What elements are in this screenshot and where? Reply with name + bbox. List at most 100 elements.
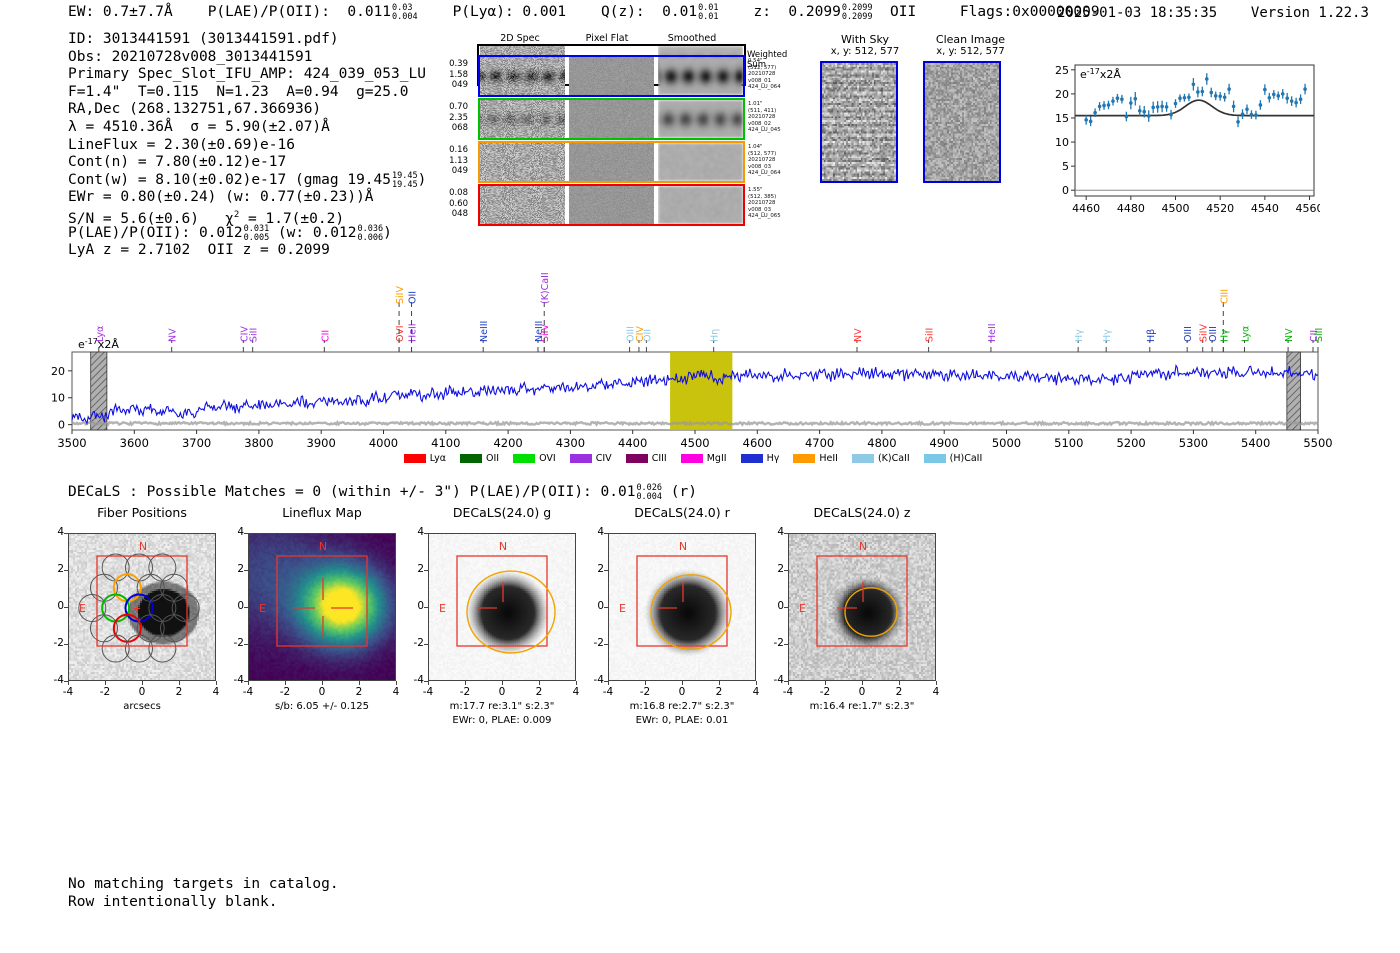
svg-text:3700: 3700 bbox=[182, 436, 211, 450]
panel-1-ytickmark-4 bbox=[244, 681, 248, 682]
fiber-4-meta-3: v008_03 bbox=[748, 206, 772, 213]
fiber-1-meta-2: 20210728 bbox=[748, 71, 776, 78]
legend-swatch-OII bbox=[460, 454, 483, 463]
version: Version 1.22.3 bbox=[1250, 5, 1369, 21]
cleanimage-image-frame bbox=[923, 61, 1001, 183]
panel-2-xtickmark-2 bbox=[502, 681, 503, 685]
withsky-subtitle: x, y: 512, 577 bbox=[830, 46, 900, 57]
info-plae-close: ) bbox=[383, 224, 392, 241]
full-spectrum-panel: 0 10 20 3500 3600 3700 3800 3900 4000 4100 4200 430… bbox=[0, 265, 1400, 475]
fiber-row-1 bbox=[478, 55, 745, 97]
fiber-row-2 bbox=[478, 98, 745, 140]
withsky-image bbox=[822, 63, 896, 181]
fiber-1-left-1: 1.58 bbox=[449, 69, 468, 80]
panel-3-xtick-3: 2 bbox=[715, 686, 723, 698]
cutout-xlabel-4: m:16.4 re:1.7" s:2.3" bbox=[809, 701, 915, 712]
legend-item-(H)CaII: (H)CaII bbox=[923, 453, 982, 464]
svg-text:4460: 4460 bbox=[1072, 202, 1100, 215]
panel-0-ytickmark-3 bbox=[64, 644, 68, 645]
svg-text:Hγ: Hγ bbox=[1219, 329, 1230, 342]
panel-3-xtickmark-3 bbox=[719, 681, 720, 685]
svg-text:SiIV: SiIV bbox=[540, 324, 551, 342]
svg-text:10: 10 bbox=[51, 392, 65, 405]
svg-text:N: N bbox=[319, 540, 327, 553]
bottom-note-line2: Row intentionally blank. bbox=[68, 894, 278, 910]
cutout-xlabel-0: arcsecs bbox=[123, 701, 161, 712]
panel-4-ytick-3: -2 bbox=[773, 637, 784, 649]
panel-3-xtickmark-0 bbox=[608, 681, 609, 685]
info-chi2-exponent: 2 bbox=[233, 209, 240, 220]
panel-0-ytickmark-2 bbox=[64, 607, 68, 608]
spectrum-legend: Lyα OII OVI CIV CIII MgII Hγ HeII (K)CaII (H)CaII bbox=[0, 448, 1400, 467]
fiber-1-left-2: 049 bbox=[451, 80, 468, 90]
info-seeing: F=1.4" T=0.115 N=1.23 A=0.94 g=25.0 bbox=[68, 83, 409, 100]
panel-1-xtickmark-3 bbox=[359, 681, 360, 685]
cutout-caption-2: EWr: 0, PLAE: 0.009 bbox=[452, 715, 552, 726]
header-plya: P(Lyα): 0.001 bbox=[452, 4, 567, 20]
panel-1-ytick-4: -4 bbox=[233, 674, 244, 686]
decals-plae-hi: 0.026 bbox=[636, 483, 663, 494]
svg-text:4480: 4480 bbox=[1117, 202, 1145, 215]
panel-4-xtick-4: 4 bbox=[932, 686, 940, 698]
legend-label-Lyα: Lyα bbox=[429, 453, 447, 464]
panel-2-ytick-4: -4 bbox=[413, 674, 424, 686]
info-sn-chi2: S/N = 5.6(±0.6) χ2 = 1.7(±0.2) bbox=[68, 207, 426, 227]
fiber-4-right-labels: 1.55" (512, 385) 20210728 v008_03 424_LU_065 bbox=[748, 187, 796, 220]
fiber-1-2dspec bbox=[480, 57, 565, 95]
panel-3-xtick-2: 0 bbox=[678, 686, 686, 698]
info-cont-w: Cont(w) = 8.10(±0.02)e-17 (gmag 19.4519.… bbox=[68, 172, 426, 190]
fiber-2-left-1: 2.35 bbox=[449, 112, 468, 123]
panel-4-xtickmark-4 bbox=[936, 681, 937, 685]
fiber-1-meta-3: v008_01 bbox=[748, 77, 772, 84]
header-qz-label: Q(z): bbox=[601, 4, 645, 20]
svg-text:0: 0 bbox=[58, 419, 65, 432]
svg-text:CII: CII bbox=[320, 330, 331, 342]
svg-text:OII: OII bbox=[408, 291, 419, 304]
cutout-panel-0[interactable]: N E + bbox=[68, 533, 216, 681]
panel-4-ytick-1: 2 bbox=[777, 563, 784, 575]
svg-text:20: 20 bbox=[51, 365, 65, 378]
svg-text:Lyα: Lyα bbox=[95, 326, 106, 342]
panel-3-xtick-4: 4 bbox=[752, 686, 760, 698]
timestamp: 2025-01-03 18:35:35 bbox=[1057, 5, 1218, 21]
fiber-row-4 bbox=[478, 184, 745, 226]
fiber-2-meta-1: (511, 411) bbox=[748, 107, 777, 114]
svg-text:5200: 5200 bbox=[1116, 436, 1145, 450]
svg-text:(K)CaII: (K)CaII bbox=[540, 272, 551, 304]
panel-1-ytickmark-1 bbox=[244, 570, 248, 571]
svg-text:4520: 4520 bbox=[1206, 202, 1234, 215]
svg-text:5100: 5100 bbox=[1054, 436, 1083, 450]
svg-text:CIII: CIII bbox=[1219, 289, 1230, 304]
svg-text:4000: 4000 bbox=[369, 436, 398, 450]
info-redshifts: LyA z = 2.7102 OII z = 0.2099 bbox=[68, 242, 330, 259]
svg-text:OVI: OVI bbox=[395, 325, 406, 342]
panel-2-ytick-1: 2 bbox=[417, 563, 424, 575]
legend-label-Hγ: Hγ bbox=[766, 453, 780, 464]
decals-image-4 bbox=[789, 534, 935, 680]
panel-4-ytickmark-3 bbox=[784, 644, 788, 645]
withsky-title: With Sky bbox=[841, 33, 889, 46]
fiber-2-meta-4: 424_LU_045 bbox=[748, 127, 781, 134]
panel-0-xtick-0: -4 bbox=[62, 686, 74, 698]
header-qz-value: 0.01 bbox=[662, 4, 698, 20]
svg-text:OIII: OIII bbox=[1183, 326, 1194, 342]
svg-text:HeII: HeII bbox=[408, 323, 419, 342]
fiber-2-2dspec bbox=[480, 100, 565, 138]
panel-2-xtickmark-1 bbox=[465, 681, 466, 685]
fiber-3-left-labels: 0.16 1.13 049 bbox=[424, 145, 468, 177]
legend-item-MgII: MgII bbox=[680, 453, 727, 464]
svg-text:E: E bbox=[439, 602, 446, 615]
legend-label-OII: OII bbox=[486, 453, 500, 464]
svg-text:15: 15 bbox=[1055, 112, 1069, 125]
panel-3-ytickmark-0 bbox=[604, 533, 608, 534]
panel-3-ytick-1: 2 bbox=[597, 563, 604, 575]
panel-0-ytickmark-1 bbox=[64, 570, 68, 571]
panel-2-xtickmark-0 bbox=[428, 681, 429, 685]
fiber-3-meta-2: 20210728 bbox=[748, 157, 776, 164]
info-ewr: EWr = 0.80(±0.24) (w: 0.77(±0.23))Å bbox=[68, 189, 374, 206]
legend-label-OVI: OVI bbox=[539, 453, 556, 464]
